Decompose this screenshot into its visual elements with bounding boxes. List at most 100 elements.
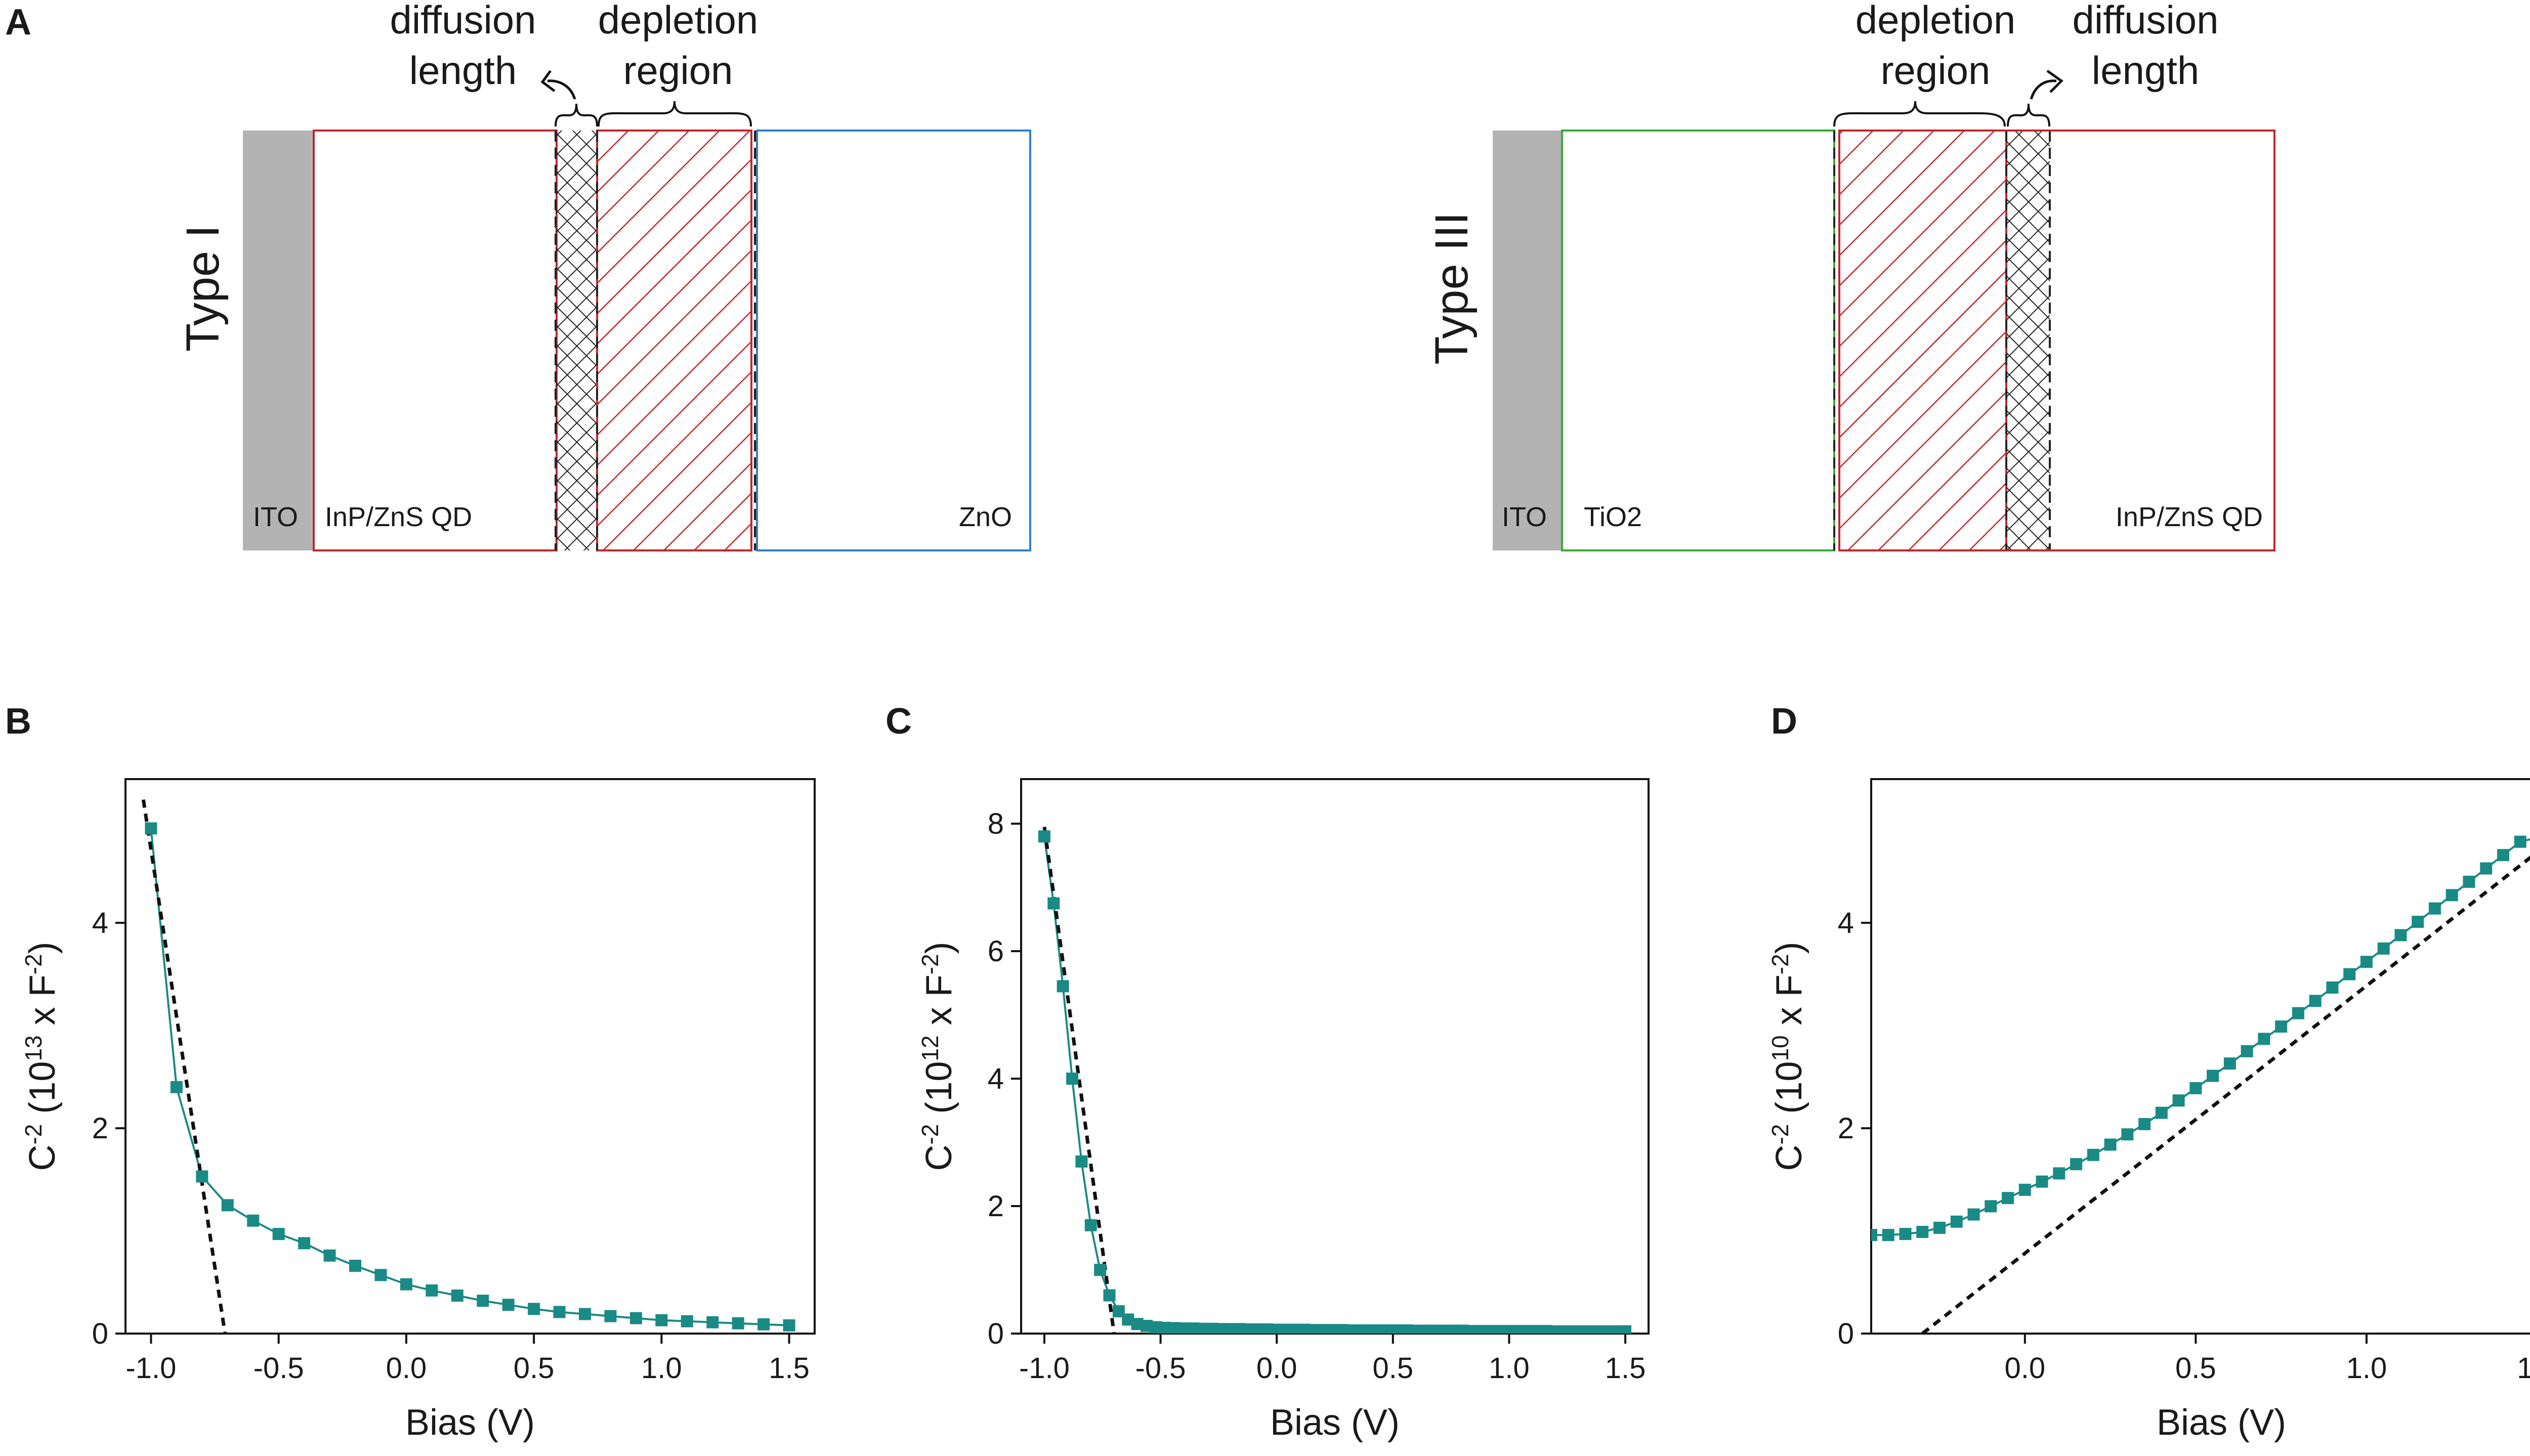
data-point xyxy=(1326,1324,1339,1334)
chart-b: -1.0 -0.5 0.0 0.5 1.0 1.5 0 2 4 Bias (V) C-2 (1013… xyxy=(20,778,816,1443)
plot-area xyxy=(141,799,795,1334)
data-point xyxy=(706,1316,719,1329)
data-point xyxy=(2104,1138,2117,1151)
panel-a: A Type I ITO InP/ZnS QD ZnO diffusion le… xyxy=(5,0,2275,551)
data-point xyxy=(374,1269,387,1281)
type-i-label: Type I xyxy=(177,225,229,352)
data-point xyxy=(681,1315,693,1327)
plot-frame xyxy=(1870,778,2530,1335)
depletion-brace xyxy=(1833,101,2006,127)
data-point xyxy=(2070,1158,2083,1171)
data-point xyxy=(196,1170,208,1183)
chart-d: 0.0 0.5 1.0 1.5 0 2 4 Bias (V) C-2 (1010 x F-2) xyxy=(1767,778,2530,1443)
plot-frame xyxy=(124,778,816,1335)
data-point xyxy=(2258,1033,2270,1045)
data-point xyxy=(2155,1106,2168,1119)
data-point xyxy=(1882,1229,1894,1241)
x-tick-label: 0.0 xyxy=(386,1352,427,1385)
data-point xyxy=(2309,995,2322,1007)
data-point xyxy=(2292,1007,2304,1019)
x-tick-label: 0.5 xyxy=(514,1352,555,1385)
data-point xyxy=(1057,980,1069,993)
diffusion-label-line2: length xyxy=(409,48,517,93)
x-axis-title: Bias (V) xyxy=(1270,1402,1400,1443)
data-point xyxy=(1419,1324,1432,1334)
data-point xyxy=(1373,1324,1385,1334)
data-point xyxy=(1447,1324,1460,1334)
diffusion-label-line2: length xyxy=(2092,48,2200,93)
data-point xyxy=(2343,968,2356,980)
diffusion-arrow-head xyxy=(540,70,556,92)
data-point xyxy=(221,1199,234,1212)
y-tick-label: 8 xyxy=(988,807,1004,840)
y-axis-title: C-2 (1010 x F-2) xyxy=(1767,941,1809,1171)
x-tick-label: -0.5 xyxy=(254,1352,304,1385)
data-point xyxy=(1317,1324,1330,1334)
depletion-region xyxy=(596,130,752,551)
y-tick-label: 4 xyxy=(988,1062,1004,1095)
data-point xyxy=(1522,1324,1534,1334)
data-point xyxy=(502,1299,515,1311)
data-point xyxy=(1345,1324,1358,1334)
data-point xyxy=(1871,1229,1877,1241)
data-point xyxy=(1298,1323,1311,1334)
data-point xyxy=(1382,1324,1395,1334)
data-point xyxy=(1261,1323,1274,1334)
y-tick-label: 0 xyxy=(1838,1317,1854,1350)
y-axis-title: C-2 (1013 x F-2) xyxy=(20,941,63,1171)
data-point xyxy=(298,1237,311,1250)
linear-fit-line xyxy=(1921,855,2530,1334)
data-point xyxy=(1586,1325,1599,1334)
data-point xyxy=(451,1289,463,1302)
x-tick-label: 0.0 xyxy=(2004,1352,2045,1385)
data-point xyxy=(2241,1045,2253,1057)
data-point xyxy=(1308,1324,1320,1334)
data-point xyxy=(528,1303,540,1315)
panel-b: B -1.0 -0.5 0.0 0.5 1.0 1.5 0 2 4 Bias (V) C-2 (10… xyxy=(5,701,816,1443)
diffusion-label-line1: diffusion xyxy=(390,0,536,42)
data-point xyxy=(2172,1094,2185,1107)
plot-area xyxy=(1038,827,1632,1334)
x-tick-label: 1.0 xyxy=(641,1352,682,1385)
series-line xyxy=(1043,836,1626,1333)
data-point xyxy=(1899,1228,1912,1240)
x-axis-title: Bias (V) xyxy=(2157,1402,2286,1443)
data-point xyxy=(1428,1324,1441,1334)
ito-label: ITO xyxy=(253,502,298,532)
depletion-label-line2: region xyxy=(623,48,733,93)
data-point xyxy=(1280,1323,1292,1334)
data-point xyxy=(1103,1289,1116,1302)
data-point xyxy=(604,1310,617,1322)
data-point xyxy=(655,1314,668,1326)
x-tick-label: -1.0 xyxy=(1019,1352,1070,1385)
schematic-type-iii: Type III ITO TiO2 InP/ZnS QD depletion r… xyxy=(1426,0,2275,551)
data-point xyxy=(2514,835,2526,848)
x-tick-label: 0.0 xyxy=(1256,1352,1297,1385)
data-point xyxy=(1159,1321,1171,1334)
data-point xyxy=(1503,1324,1515,1334)
data-point xyxy=(1335,1324,1348,1334)
y-tick-label: 2 xyxy=(988,1190,1004,1223)
data-point xyxy=(1187,1322,1199,1334)
data-point xyxy=(323,1249,336,1262)
data-point xyxy=(1438,1324,1450,1334)
data-point xyxy=(272,1228,285,1240)
data-point xyxy=(2018,1183,2031,1196)
data-point xyxy=(1568,1325,1581,1334)
depletion-label-line2: region xyxy=(1881,48,1991,93)
plot-area xyxy=(1871,835,2530,1334)
data-point xyxy=(1392,1324,1404,1334)
ito-layer xyxy=(1493,131,1561,550)
panel-letter-b: B xyxy=(5,701,31,742)
data-point xyxy=(1354,1324,1367,1334)
data-point xyxy=(2412,916,2424,928)
panel-letter-a: A xyxy=(5,2,31,42)
panel-d: D 0.0 0.5 1.0 1.5 0 2 4 Bias (V) C-2 (1010 x F-2… xyxy=(1767,701,2530,1443)
data-point xyxy=(2326,981,2339,994)
y-tick-label: 6 xyxy=(988,935,1004,968)
data-point xyxy=(145,822,157,835)
data-point xyxy=(1075,1155,1088,1168)
series-line xyxy=(1871,838,2530,1236)
data-point xyxy=(2189,1082,2202,1094)
data-point xyxy=(1531,1324,1543,1334)
